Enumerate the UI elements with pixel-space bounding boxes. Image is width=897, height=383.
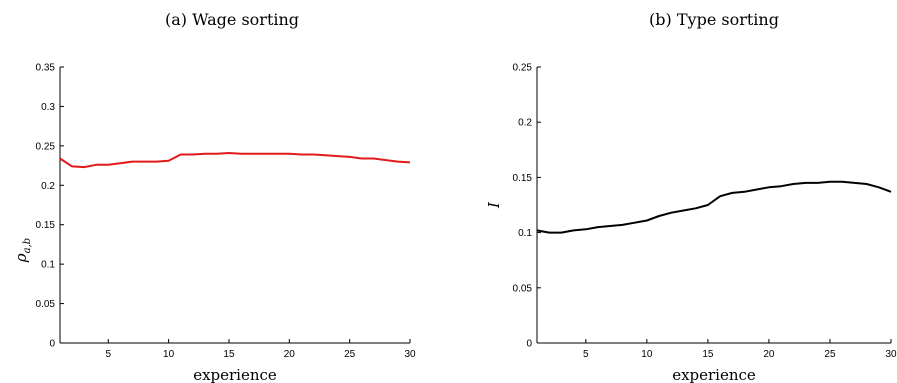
y-tick-label: 0 [526,339,532,350]
x-tick-label: 15 [702,349,714,360]
y-tick-label: 0.05 [36,299,56,310]
x-tick-label: 20 [284,349,296,360]
y-tick-label: 0.15 [513,173,533,184]
y-axis-label-main: I [485,201,503,209]
series-line [59,152,411,169]
x-tick-label: 5 [105,349,111,360]
x-tick-label: 25 [344,349,356,360]
y-tick-label: 0.2 [518,118,532,129]
chart-title: (b) Type sorting [649,10,779,29]
y-tick-label: 0.15 [36,220,56,231]
x-axis-label: experience [193,366,277,383]
x-tick-label: 10 [641,349,653,360]
series-line [536,180,892,234]
panel-type-sorting: (b) Type sorting 5 10 15 20 25 30 0 0.05 0.1 0.15… [485,10,897,383]
y-axis-label: ρa,b [12,238,33,263]
x-tick-label: 20 [763,349,775,360]
y-tick-label: 0.25 [36,141,56,152]
y-axis-label-sub: a,b [22,238,33,254]
y-tick-label: 0.1 [41,260,55,271]
x-tick-label: 10 [163,349,175,360]
plot-area: 5 10 15 20 25 30 0 0.05 0.1 0.15 0.2 0.25 0.3 0.35 [36,63,416,361]
plot-area: 5 10 15 20 25 30 0 0.05 0.1 0.15 0.2 0.25 [513,63,897,361]
panel-wage-sorting: (a) Wage sorting 5 10 15 20 25 30 0 0.05 0.1 0.15… [12,10,416,383]
y-tick-label: 0 [49,339,55,350]
y-tick-label: 0.25 [513,63,533,74]
chart-title: (a) Wage sorting [165,10,299,29]
x-tick-label: 30 [885,349,897,360]
y-tick-label: 0.1 [518,228,532,239]
y-axis-label-main: ρ [12,253,30,263]
x-tick-label: 25 [824,349,836,360]
y-tick-label: 0.05 [513,283,533,294]
y-tick-label: 0.3 [41,102,55,113]
y-tick-label: 0.35 [36,63,56,74]
y-axis-label: I [485,201,503,209]
x-tick-label: 30 [404,349,416,360]
x-tick-label: 15 [223,349,235,360]
y-tick-label: 0.2 [41,181,55,192]
x-axis-label: experience [672,366,756,383]
x-tick-label: 5 [583,349,589,360]
